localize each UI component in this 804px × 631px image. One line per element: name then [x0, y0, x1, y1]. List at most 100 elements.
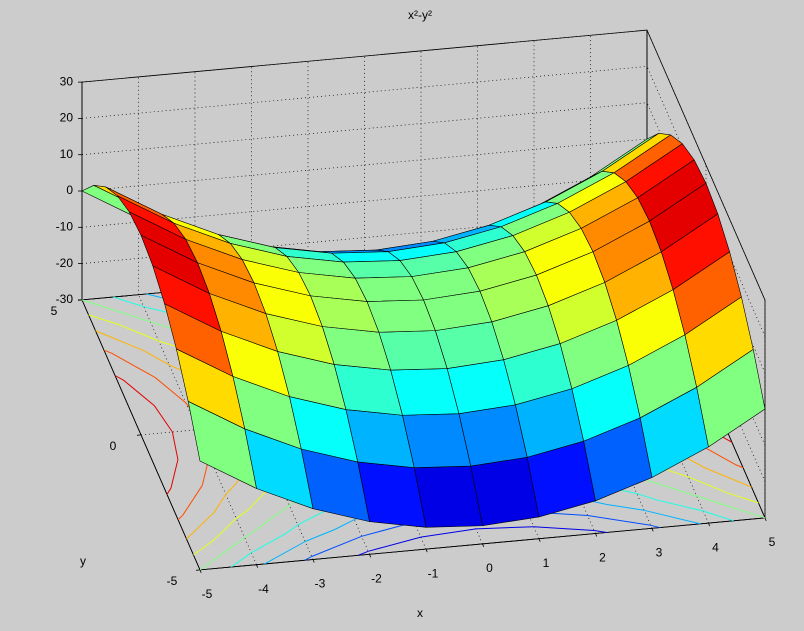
contour-line [594, 530, 607, 533]
contour-line [123, 379, 155, 406]
contour-line [723, 437, 733, 443]
contour-line [533, 526, 595, 531]
tick-mark [538, 538, 541, 542]
y-axis-label: y [80, 554, 86, 568]
contour-line [118, 324, 159, 342]
grid-line [81, 174, 648, 228]
grid-line [81, 66, 648, 119]
tick-mark [764, 517, 767, 522]
contour-line [284, 524, 299, 535]
surface-face [446, 359, 516, 414]
contour-line [81, 299, 151, 323]
z-tick-label: -30 [56, 292, 74, 306]
contour-line [606, 503, 645, 511]
tick-mark [425, 548, 428, 553]
z-tick-label: 0 [66, 183, 73, 197]
contour-line [143, 349, 170, 366]
contour-line [88, 314, 120, 326]
x-tick-label: 4 [712, 540, 719, 554]
x-tick-label: -2 [371, 571, 382, 585]
contour-line [114, 375, 124, 381]
y-tick-label: 5 [51, 304, 58, 318]
contour-line [154, 377, 187, 404]
grid-line [81, 138, 648, 192]
contour-line [225, 481, 238, 495]
surface-face [140, 234, 210, 294]
y-tick-label: -5 [167, 574, 178, 588]
contour-line [696, 495, 766, 519]
contour-line [727, 492, 759, 504]
x-tick-label: -3 [315, 577, 326, 591]
contour-line [358, 550, 369, 556]
contour-line [311, 535, 362, 557]
contour-line [244, 505, 290, 539]
z-tick-label: 20 [60, 111, 74, 125]
contour-line [636, 493, 657, 501]
grid-line [81, 29, 648, 83]
tick-mark [256, 564, 259, 568]
y-tick-label: 0 [110, 439, 117, 453]
contour-line [734, 464, 744, 469]
contour-line [95, 330, 144, 351]
x-tick-label: 1 [543, 556, 550, 570]
contour-line [182, 485, 203, 516]
tick-mark [708, 522, 711, 527]
contour-line [213, 494, 227, 513]
contour-line [153, 405, 173, 433]
surface-face [458, 404, 528, 467]
contour-line [199, 537, 245, 571]
tick-mark [482, 543, 485, 548]
contour-line [656, 499, 704, 512]
contour-line [650, 524, 661, 529]
z-tick-label: -10 [56, 219, 74, 233]
x-tick-label: -5 [202, 587, 213, 601]
tick-mark [199, 569, 202, 574]
y-axis-line [81, 299, 201, 571]
x-axis-line [199, 517, 766, 571]
x-tick-label: -4 [258, 582, 269, 596]
surface-face [649, 182, 719, 253]
contour-line [264, 541, 306, 565]
contour-line [212, 518, 237, 541]
contour-line [193, 540, 214, 556]
x-tick-label: 2 [599, 551, 606, 565]
x-tick-label: 3 [656, 545, 663, 559]
contour-line [103, 349, 113, 354]
contour-line [334, 519, 355, 530]
contour-line [166, 488, 172, 495]
tick-mark [651, 528, 654, 532]
x-axis-label: x [417, 606, 423, 620]
z-tick-label: 10 [60, 147, 74, 161]
x-tick-label: -1 [428, 566, 439, 580]
contour-line [171, 431, 179, 460]
contour-line [475, 526, 534, 530]
contour-line [703, 510, 734, 522]
contour-line [113, 296, 144, 308]
contour-line [251, 533, 286, 554]
tick-mark [595, 533, 598, 537]
contour-line [587, 515, 651, 526]
contour-line [186, 512, 215, 540]
grid-line [81, 102, 648, 156]
x-tick-label: 5 [769, 535, 776, 549]
surface-face [343, 260, 413, 279]
contour-line [304, 556, 312, 561]
contour-line [688, 476, 729, 494]
chart-title: x²-y² [408, 8, 432, 22]
contour-line [304, 528, 336, 542]
contour-line [170, 459, 179, 489]
tick-mark [312, 559, 315, 563]
z-tick-label: -20 [56, 256, 74, 270]
contour-line [368, 536, 421, 552]
contour-line [177, 514, 184, 521]
z-tick-label: 30 [60, 74, 74, 88]
contour-line [231, 552, 252, 568]
surface-face [470, 456, 540, 527]
contour-line [420, 528, 477, 538]
x-tick-label: 0 [486, 561, 493, 575]
contour-line [158, 340, 179, 348]
contour-line [644, 509, 701, 525]
contour-line [668, 470, 689, 478]
contour-line [235, 508, 250, 519]
